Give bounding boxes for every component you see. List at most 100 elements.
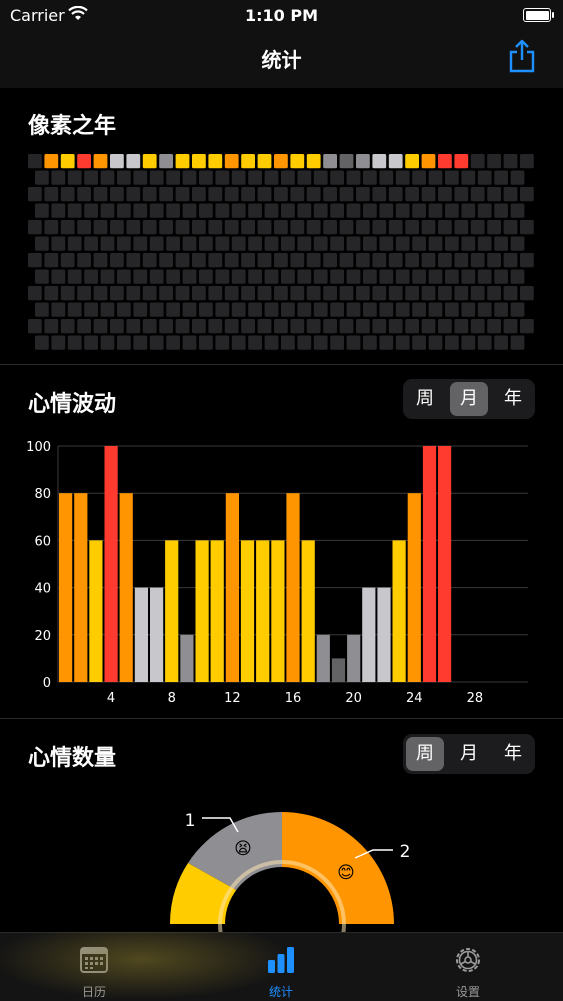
pixel-day-cell: [28, 187, 42, 202]
pixel-day-cell: [363, 335, 377, 350]
pixel-day-cell: [290, 319, 305, 334]
pixel-day-cell: [142, 319, 157, 334]
pixel-day-cell: [159, 220, 173, 235]
mood-bar: [210, 540, 224, 682]
pixel-day-cell: [323, 286, 337, 301]
pixel-day-cell: [44, 154, 59, 169]
pixel-day-cell: [192, 319, 206, 334]
pixel-day-cell: [421, 319, 436, 334]
mood-bar: [119, 493, 133, 682]
pixel-day-cell: [372, 286, 387, 301]
mood-bar: [286, 493, 300, 682]
pixel-day-cell: [257, 286, 272, 301]
pixel-day-cell: [421, 154, 436, 169]
pixel-day-cell: [487, 286, 501, 301]
pixel-day-cell: [60, 286, 75, 301]
pixel-day-cell: [487, 154, 501, 169]
pixel-day-cell: [274, 319, 288, 334]
pixel-day-cell: [84, 269, 98, 284]
pixel-day-cell: [28, 154, 42, 169]
tab-label: 统计: [268, 985, 293, 999]
callout-line: [354, 849, 393, 859]
pixel-day-cell: [224, 319, 239, 334]
pixel-day-cell: [379, 236, 394, 251]
pixel-day-cell: [487, 319, 501, 334]
pixel-day-cell: [356, 154, 370, 169]
segment-year[interactable]: 年: [504, 743, 522, 764]
pixel-day-cell: [470, 319, 485, 334]
segment-week[interactable]: 周: [416, 388, 434, 409]
pixel-day-cell: [199, 335, 213, 350]
pixel-day-cell: [438, 220, 452, 235]
callout-line: [202, 817, 239, 833]
pixel-day-cell: [110, 286, 124, 301]
pixel-day-cell: [149, 236, 164, 251]
pixel-day-cell: [77, 253, 91, 268]
segment-year[interactable]: 年: [504, 388, 522, 409]
pixel-day-cell: [51, 236, 66, 251]
pixel-day-cell: [412, 170, 426, 185]
pixel-day-cell: [110, 154, 124, 169]
pixel-day-cell: [231, 236, 246, 251]
tab-statistics[interactable]: 统计: [221, 933, 341, 1001]
tab-settings[interactable]: 设置: [408, 933, 528, 1001]
pixel-day-cell: [149, 302, 164, 317]
segment-week[interactable]: 周: [406, 737, 444, 771]
x-tick-label: 4: [107, 691, 115, 706]
pixel-day-cell: [35, 302, 49, 317]
pixel-day-cell: [126, 154, 141, 169]
pixel-day-cell: [494, 269, 508, 284]
pixel-day-cell: [264, 170, 279, 185]
pixel-day-cell: [274, 220, 288, 235]
tired-face-icon: 😫: [234, 839, 252, 859]
pixel-day-cell: [356, 319, 370, 334]
pixel-day-cell: [388, 220, 403, 235]
pixel-day-cell: [395, 170, 410, 185]
segment-month[interactable]: 月: [460, 743, 478, 764]
pixel-day-cell: [306, 154, 321, 169]
carrier-label: Carrier: [10, 6, 65, 25]
pixel-day-cell: [510, 335, 525, 350]
mood-bar: [362, 587, 376, 682]
pixel-day-cell: [477, 170, 492, 185]
pixel-day-cell: [346, 335, 361, 350]
pixel-year-title: 像素之年: [28, 114, 117, 139]
pixel-day-cell: [35, 236, 49, 251]
pixel-day-cell: [281, 302, 295, 317]
pixel-day-cell: [51, 170, 66, 185]
pixel-day-cell: [51, 302, 66, 317]
pixel-day-cell: [461, 269, 476, 284]
segment-month[interactable]: 月: [450, 382, 488, 416]
pixel-day-cell: [330, 203, 344, 218]
pixel-day-cell: [346, 203, 361, 218]
pixel-day-cell: [470, 286, 485, 301]
pixel-day-cell: [346, 269, 361, 284]
pixel-day-cell: [126, 286, 141, 301]
pixel-day-cell: [297, 302, 312, 317]
share-icon[interactable]: [507, 38, 537, 74]
pixel-day-cell: [372, 319, 387, 334]
mood-bar: [74, 493, 88, 682]
mood-bar: [301, 540, 315, 682]
pixel-day-cell: [445, 302, 459, 317]
pixel-day-cell: [461, 335, 476, 350]
pixel-day-cell: [231, 203, 246, 218]
pixel-day-cell: [330, 302, 344, 317]
pixel-day-cell: [133, 236, 148, 251]
pixel-day-cell: [117, 236, 131, 251]
pixel-day-cell: [84, 236, 98, 251]
pixel-day-cell: [224, 253, 239, 268]
pixel-day-cell: [477, 236, 492, 251]
pixel-day-cell: [77, 319, 91, 334]
pixel-day-cell: [28, 286, 42, 301]
pixel-day-cell: [313, 335, 328, 350]
pixel-day-cell: [379, 335, 394, 350]
pixel-day-cell: [313, 302, 328, 317]
pixel-day-cell: [438, 187, 452, 202]
pixel-day-cell: [60, 319, 75, 334]
pixel-day-cell: [110, 253, 124, 268]
pixel-day-cell: [421, 187, 436, 202]
pixel-day-cell: [306, 220, 321, 235]
pixel-day-cell: [100, 335, 115, 350]
pixel-day-cell: [510, 302, 525, 317]
